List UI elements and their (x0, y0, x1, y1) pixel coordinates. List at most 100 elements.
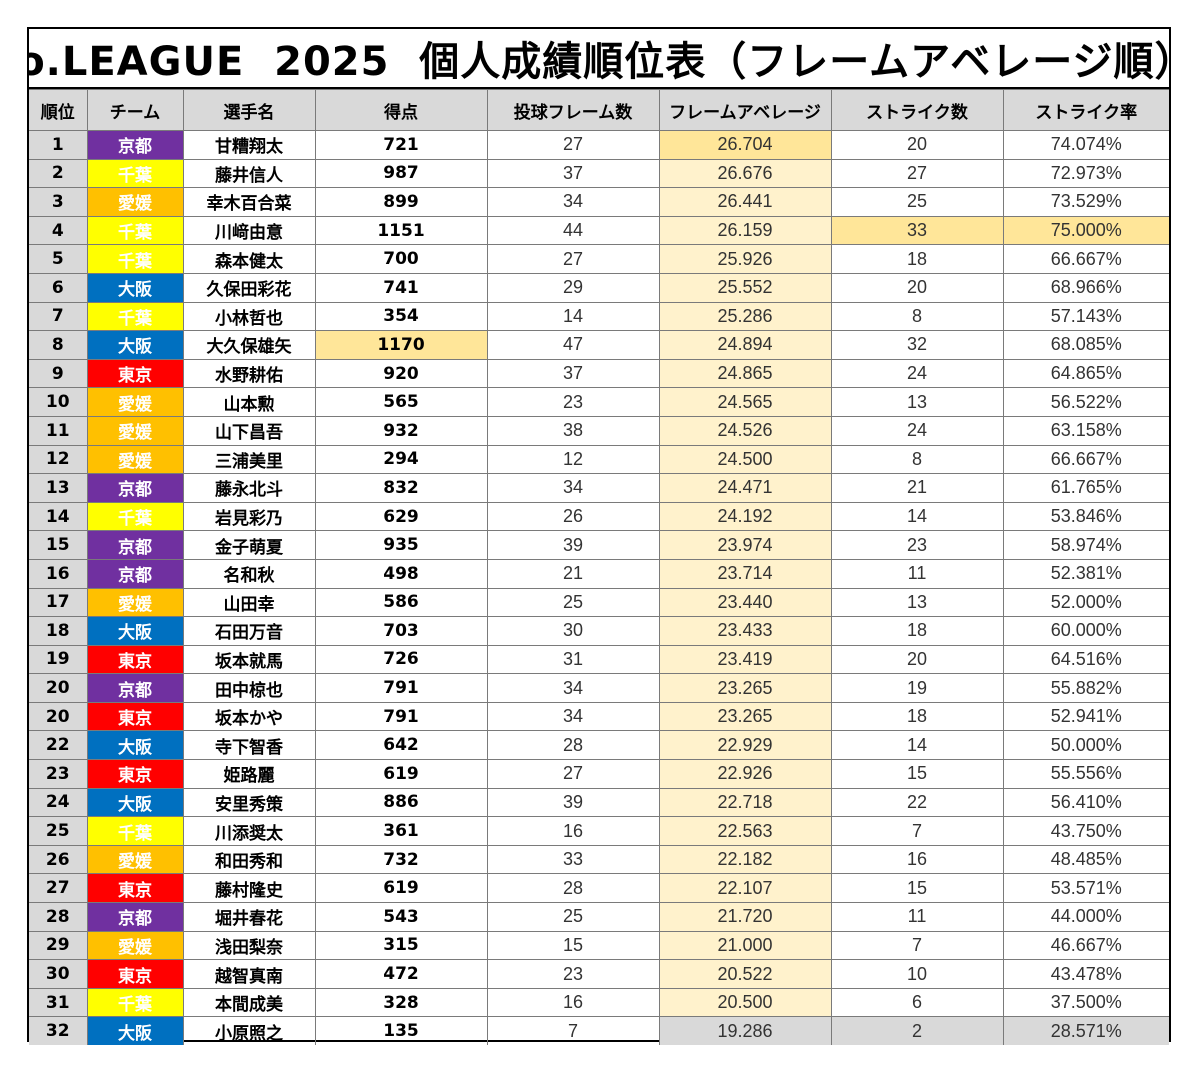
header-strikes[interactable]: ストライク数 (830, 89, 1004, 131)
header-frame-average[interactable]: フレームアベレージ (658, 89, 832, 131)
team-badge: 東京 (86, 358, 184, 389)
frames-cell: 34 (486, 701, 660, 732)
header-strike-rate[interactable]: ストライク率 (1002, 89, 1169, 131)
strike-rate-cell: 50.000% (1002, 730, 1169, 761)
frames-cell: 25 (486, 902, 660, 932)
header-score[interactable]: 得点 (314, 89, 488, 131)
score-cell: 629 (314, 501, 488, 532)
frame-average-cell: 23.974 (658, 530, 832, 560)
player-name: 寺下智香 (182, 730, 316, 761)
player-name: 岩見彩乃 (182, 501, 316, 532)
rank-cell: 27 (29, 873, 88, 904)
table-row: 18 大阪 石田万音 703 30 23.433 18 60.000% (29, 616, 1169, 646)
strike-rate-cell: 55.882% (1002, 673, 1169, 703)
strikes-cell: 22 (830, 787, 1004, 818)
strike-rate-cell: 37.500% (1002, 987, 1169, 1018)
score-cell: 354 (314, 301, 488, 332)
frame-average-cell: 24.565 (658, 387, 832, 417)
rank-cell: 8 (29, 330, 88, 360)
strikes-cell: 20 (830, 644, 1004, 675)
header-player[interactable]: 選手名 (182, 89, 316, 131)
frames-cell: 23 (486, 959, 660, 989)
table-row: 8 大阪 大久保雄矢 1170 47 24.894 32 68.085% (29, 330, 1169, 360)
rank-cell: 10 (29, 387, 88, 417)
strikes-cell: 18 (830, 616, 1004, 646)
strike-rate-cell: 52.000% (1002, 587, 1169, 618)
rank-cell: 17 (29, 587, 88, 618)
player-name: 藤村隆史 (182, 873, 316, 904)
team-badge: 京都 (86, 130, 184, 160)
team-badge: 大阪 (86, 272, 184, 303)
rank-cell: 14 (29, 501, 88, 532)
frames-cell: 12 (486, 444, 660, 475)
rank-cell: 25 (29, 816, 88, 846)
strike-rate-cell: 73.529% (1002, 187, 1169, 217)
team-badge: 大阪 (86, 1016, 184, 1045)
score-cell: 1151 (314, 215, 488, 246)
team-badge: 愛媛 (86, 387, 184, 417)
table-row: 24 大阪 安里秀策 886 39 22.718 22 56.410% (29, 787, 1169, 818)
strike-rate-cell: 52.381% (1002, 558, 1169, 589)
player-name: 幸木百合菜 (182, 187, 316, 217)
player-name: 大久保雄矢 (182, 330, 316, 360)
table-row: 10 愛媛 山本勲 565 23 24.565 13 56.522% (29, 387, 1169, 417)
strikes-cell: 15 (830, 759, 1004, 789)
score-cell: 135 (314, 1016, 488, 1045)
team-badge: 愛媛 (86, 587, 184, 618)
table-row: 22 大阪 寺下智香 642 28 22.929 14 50.000% (29, 730, 1169, 761)
rank-cell: 23 (29, 759, 88, 789)
frames-cell: 27 (486, 244, 660, 274)
rank-cell: 12 (29, 444, 88, 475)
strike-rate-cell: 64.865% (1002, 358, 1169, 389)
team-badge: 大阪 (86, 330, 184, 360)
frame-average-cell: 22.718 (658, 787, 832, 818)
table-row: 14 千葉 岩見彩乃 629 26 24.192 14 53.846% (29, 501, 1169, 532)
player-name: 浅田梨奈 (182, 930, 316, 961)
frames-cell: 21 (486, 558, 660, 589)
team-badge: 千葉 (86, 987, 184, 1018)
strike-rate-cell: 56.410% (1002, 787, 1169, 818)
player-name: 堀井春花 (182, 902, 316, 932)
team-badge: 京都 (86, 558, 184, 589)
frames-cell: 34 (486, 473, 660, 503)
frames-cell: 16 (486, 816, 660, 846)
frame-average-cell: 24.500 (658, 444, 832, 475)
frames-cell: 37 (486, 158, 660, 189)
frame-average-cell: 23.714 (658, 558, 832, 589)
team-badge: 京都 (86, 673, 184, 703)
strike-rate-cell: 57.143% (1002, 301, 1169, 332)
table-row: 17 愛媛 山田幸 586 25 23.440 13 52.000% (29, 587, 1169, 618)
team-badge: 大阪 (86, 787, 184, 818)
frame-average-cell: 23.265 (658, 701, 832, 732)
frame-average-cell: 23.440 (658, 587, 832, 618)
team-badge: 愛媛 (86, 187, 184, 217)
strikes-cell: 20 (830, 272, 1004, 303)
strike-rate-cell: 46.667% (1002, 930, 1169, 961)
rank-cell: 13 (29, 473, 88, 503)
rank-cell: 16 (29, 558, 88, 589)
table-row: 13 京都 藤永北斗 832 34 24.471 21 61.765% (29, 473, 1169, 503)
header-team[interactable]: チーム (86, 89, 184, 131)
strikes-cell: 14 (830, 730, 1004, 761)
frame-average-cell: 19.286 (658, 1016, 832, 1045)
score-cell: 586 (314, 587, 488, 618)
frame-average-cell: 21.000 (658, 930, 832, 961)
strike-rate-cell: 74.074% (1002, 130, 1169, 160)
header-rank[interactable]: 順位 (29, 89, 88, 131)
frames-cell: 34 (486, 673, 660, 703)
team-badge: 千葉 (86, 215, 184, 246)
rank-cell: 28 (29, 902, 88, 932)
player-name: 山本勲 (182, 387, 316, 417)
rank-cell: 18 (29, 616, 88, 646)
strikes-cell: 7 (830, 816, 1004, 846)
player-name: 和田秀和 (182, 844, 316, 875)
table-row: 12 愛媛 三浦美里 294 12 24.500 8 66.667% (29, 444, 1169, 475)
header-frames[interactable]: 投球フレーム数 (486, 89, 660, 131)
player-name: 小原照之 (182, 1016, 316, 1045)
rank-cell: 20 (29, 701, 88, 732)
score-cell: 294 (314, 444, 488, 475)
table-row: 30 東京 越智真南 472 23 20.522 10 43.478% (29, 959, 1169, 989)
table-row: 11 愛媛 山下昌吾 932 38 24.526 24 63.158% (29, 415, 1169, 446)
strike-rate-cell: 48.485% (1002, 844, 1169, 875)
player-name: 安里秀策 (182, 787, 316, 818)
